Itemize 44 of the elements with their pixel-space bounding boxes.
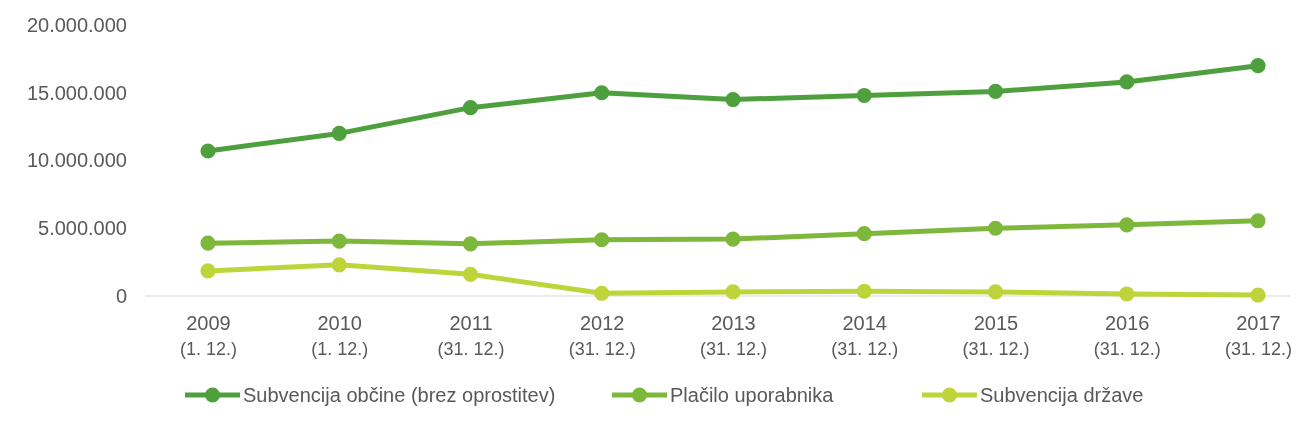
y-tick-label: 15.000.000 (26, 81, 127, 104)
point (331, 233, 347, 249)
point (725, 284, 741, 300)
y-tick-label: 5.000.000 (38, 217, 127, 240)
y-tick-label: 0 (115, 284, 127, 307)
point (1250, 213, 1266, 229)
y-tick-label: 20.000.000 (26, 13, 127, 36)
point (200, 143, 216, 159)
x-tick-label: 2013 (31. 12.) (699, 312, 768, 360)
legend-label: Subvencija občine (brez oprostitev) (243, 384, 556, 406)
point (462, 236, 479, 252)
point (594, 232, 610, 248)
point (725, 231, 741, 247)
x-tick-label: 2017 (31. 12.) (1224, 312, 1293, 360)
point (987, 83, 1004, 99)
point (462, 266, 479, 282)
point (594, 85, 610, 101)
point (1250, 58, 1266, 74)
point (331, 125, 347, 141)
point (856, 226, 872, 242)
x-tick-label: 2010 (1. 12.) (311, 312, 369, 360)
point (1119, 74, 1135, 90)
point (1119, 217, 1135, 233)
point (200, 263, 216, 279)
legend-label: Subvencija države (980, 384, 1144, 406)
x-tick-label: 2014 (31. 12.) (831, 312, 899, 360)
point (200, 235, 216, 251)
point (462, 100, 479, 116)
point (987, 220, 1004, 236)
x-tick-label: 2016 (31. 12.) (1093, 312, 1161, 360)
point (856, 87, 872, 104)
x-tick-label: 2011 (31. 12.) (437, 312, 505, 360)
point (725, 91, 741, 108)
y-tick-label: 10.000.000 (26, 149, 127, 172)
legend-label: Plačilo uporabnika (670, 384, 835, 406)
x-tick-label: 2009 (1. 12.) (179, 312, 238, 360)
point (856, 283, 872, 299)
point (1250, 287, 1266, 303)
point (594, 285, 610, 301)
point (1119, 286, 1135, 302)
x-tick-label: 2012 (31. 12.) (568, 312, 636, 360)
x-tick-label: 2015 (31. 12.) (962, 312, 1030, 360)
point (987, 284, 1004, 300)
point (331, 257, 347, 273)
